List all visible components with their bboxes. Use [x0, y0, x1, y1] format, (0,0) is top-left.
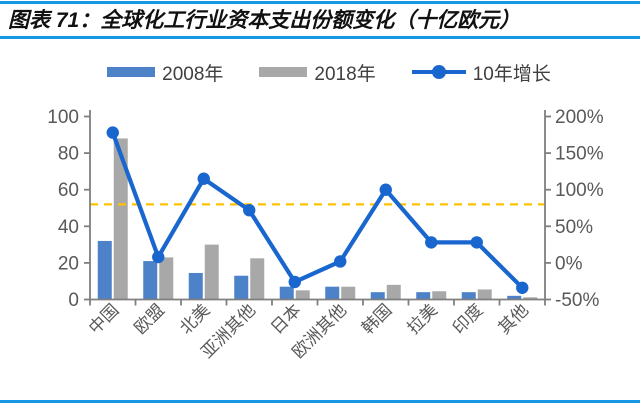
bottom-divider — [0, 400, 640, 403]
bar-2018年-日本 — [295, 290, 310, 300]
left-axis-tick-label: 20 — [58, 253, 79, 274]
bar-2018年-中国 — [113, 138, 128, 300]
x-category-label: 拉美 — [404, 300, 441, 337]
figure-title: 图表 71：全球化工行业资本支出份额变化（十亿欧元） — [8, 9, 521, 32]
bar-2008年-日本 — [279, 286, 294, 300]
growth-marker-欧盟 — [152, 250, 165, 264]
bar-2018年-印度 — [477, 289, 492, 300]
figure-title-bar: 图表 71：全球化工行业资本支出份额变化（十亿欧元） — [0, 1, 640, 39]
x-category-label: 中国 — [85, 300, 122, 337]
bar-2008年-欧盟 — [143, 261, 158, 300]
bar-2008年-拉美 — [416, 292, 431, 300]
growth-marker-印度 — [470, 236, 483, 249]
bar-2008年-中国 — [97, 240, 112, 300]
bar-2008年-韩国 — [370, 292, 385, 300]
left-axis-tick-label: 0 — [68, 290, 79, 311]
growth-line — [110, 131, 524, 290]
growth-marker-中国 — [106, 126, 119, 139]
bar-2018年-亚洲其他 — [250, 258, 265, 300]
bar-2018年-拉美 — [432, 291, 447, 300]
x-category-label: 印度 — [449, 300, 486, 337]
right-axis-tick-label: 50% — [555, 217, 593, 238]
growth-marker-欧洲其他 — [334, 255, 347, 268]
growth-marker-亚洲其他 — [243, 203, 256, 217]
bar-2018年-欧盟 — [159, 257, 174, 300]
x-category-label: 韩国 — [358, 300, 395, 337]
legend-line-marker-icon — [411, 65, 466, 79]
left-axis-tick-label: 100 — [47, 107, 79, 128]
right-axis-tick-label: 100% — [555, 180, 604, 201]
bar-2018年-欧洲其他 — [341, 286, 356, 300]
right-axis-tick-label: 0% — [555, 253, 583, 274]
x-category-label: 其他 — [495, 300, 532, 337]
legend-label-2018: 2018年 — [314, 63, 376, 85]
bar-2018年-韩国 — [386, 284, 401, 300]
legend-bar-swatch-2018-icon — [259, 67, 308, 77]
legend-item-growth: 10年增长 — [411, 59, 551, 86]
legend-label-growth: 10年增长 — [472, 63, 551, 85]
left-axis-tick-label: 80 — [58, 144, 79, 165]
right-axis-tick-label: -50% — [555, 290, 599, 311]
right-axis-tick-label: 200% — [555, 107, 604, 128]
growth-marker-拉美 — [425, 236, 438, 249]
bar-2008年-亚洲其他 — [234, 275, 249, 300]
left-axis-tick-label: 40 — [58, 217, 79, 238]
growth-marker-韩国 — [379, 183, 392, 196]
legend-item-2018: 2018年 — [259, 59, 376, 86]
x-category-label: 北美 — [176, 300, 213, 337]
chart-legend: 2008年 2018年 10年增长 — [0, 59, 640, 85]
bar-2008年-印度 — [461, 292, 476, 300]
growth-marker-其他 — [516, 281, 529, 294]
growth-marker-北美 — [197, 172, 210, 185]
bar-2008年-北美 — [188, 272, 203, 300]
legend-bar-swatch-2008-icon — [107, 67, 156, 77]
legend-item-2008: 2008年 — [107, 59, 223, 86]
bar-2008年-欧洲其他 — [325, 286, 340, 300]
right-axis-tick-label: 150% — [555, 144, 604, 165]
growth-marker-日本 — [288, 275, 301, 289]
bar-2008年-其他 — [507, 295, 522, 300]
x-category-label: 欧盟 — [131, 300, 168, 337]
bar-2018年-其他 — [523, 297, 538, 300]
legend-label-2008: 2008年 — [162, 63, 224, 85]
bar-2018年-北美 — [204, 244, 219, 300]
x-category-label: 日本 — [267, 300, 304, 337]
left-axis-tick-label: 60 — [58, 180, 79, 201]
